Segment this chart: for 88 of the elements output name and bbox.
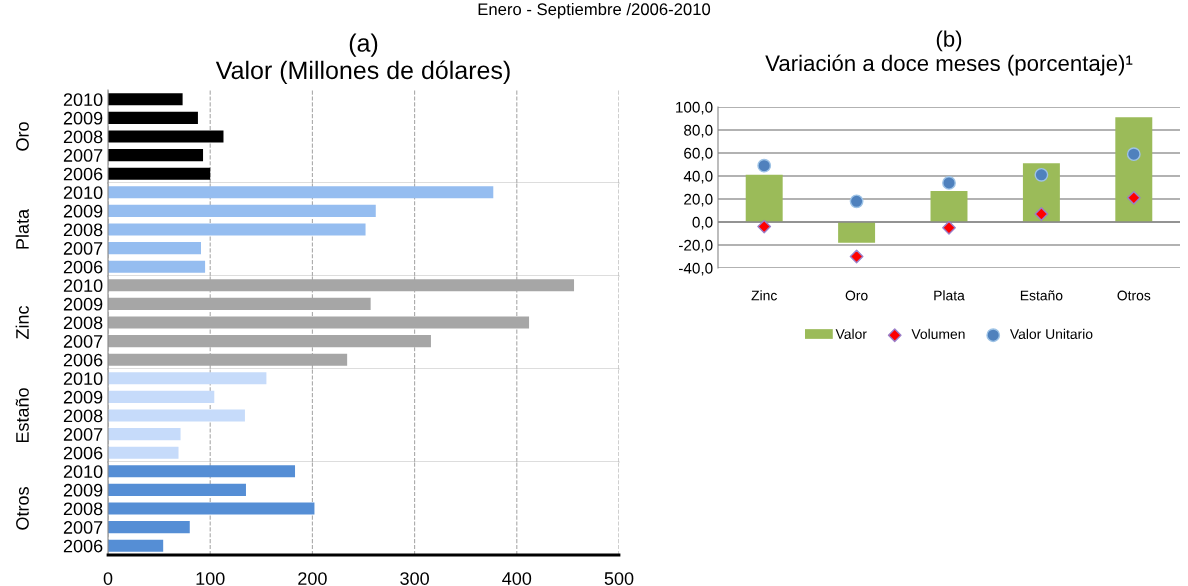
x-tick-label: 0 [103, 572, 113, 585]
bar [108, 446, 179, 459]
legend-label: Valor Unitario [1009, 328, 1093, 339]
y-tick-label: 2007 [63, 521, 103, 534]
bar [108, 390, 215, 403]
y-tick-label: 2008 [63, 502, 103, 516]
text: Enero - Septiembre /2006-2010 [478, 2, 711, 19]
x-tick-label: 300 [400, 572, 429, 585]
bar [108, 204, 376, 217]
y-axis-title: Estaño [15, 388, 29, 443]
y-tick-label: 20,0 [684, 193, 713, 207]
bar [108, 483, 246, 496]
y-tick-label: 2006 [63, 446, 103, 460]
bar [108, 521, 190, 534]
y-axis-title: Plata [15, 208, 29, 249]
bar [108, 242, 201, 255]
y-tick-label: 2007 [63, 428, 103, 441]
point [942, 175, 956, 190]
x-tick-label: Oro [845, 290, 868, 301]
bar [108, 130, 224, 143]
x-tick-label: Estaño [1020, 290, 1063, 301]
y-tick-label: 2006 [63, 539, 103, 553]
y-tick-label: 2009 [63, 204, 103, 218]
y-axis-title: Otros [16, 487, 29, 530]
x-tick-label: 100 [196, 572, 225, 585]
point [1034, 167, 1049, 182]
bar [108, 372, 267, 385]
point [849, 194, 864, 209]
x-tick-label: Plata [934, 290, 965, 301]
y-tick-label: 80,0 [684, 124, 713, 138]
point [757, 219, 772, 234]
bar [108, 502, 315, 515]
point [1034, 207, 1049, 221]
y-tick-label: 2006 [63, 260, 103, 274]
point [1126, 147, 1141, 162]
y-axis-title: Oro [16, 122, 29, 151]
legend-label: Valor [835, 328, 867, 339]
point [1126, 190, 1141, 205]
bar [108, 111, 198, 124]
x-tick-label: 400 [502, 572, 532, 585]
point [849, 249, 864, 264]
bar [108, 428, 181, 441]
bar [108, 186, 494, 199]
point [757, 158, 772, 173]
bar [838, 222, 876, 243]
point [942, 220, 956, 235]
chart-title: (a) Valor (Millones de dólares) [215, 33, 510, 85]
bar [108, 465, 296, 478]
y-tick-label: -20,0 [679, 239, 713, 253]
bar [745, 174, 783, 222]
y-tick-label: 2010 [63, 279, 103, 293]
bar [108, 149, 204, 162]
bar [108, 539, 164, 552]
bar [108, 93, 183, 106]
y-tick-label: 2010 [63, 93, 103, 107]
y-tick-label: 60,0 [684, 147, 713, 161]
bar [108, 167, 211, 180]
bar [108, 223, 366, 236]
y-tick-label: 100,0 [676, 101, 713, 115]
legend-label: Volumen [911, 328, 965, 339]
y-tick-label: 2008 [63, 409, 103, 423]
y-tick-label: 2006 [63, 353, 103, 367]
y-tick-label: 2008 [63, 223, 103, 237]
x-tick-label: 200 [298, 572, 327, 585]
y-tick-label: 2010 [63, 372, 103, 386]
y-tick-label: 2009 [63, 390, 103, 404]
x-tick-label: Zinc [751, 290, 777, 301]
y-tick-label: 2009 [63, 483, 103, 497]
y-tick-label: 2010 [63, 465, 103, 479]
y-tick-label: 2009 [63, 297, 103, 311]
y-tick-label: 2007 [63, 335, 103, 348]
y-tick-label: 0,0 [692, 216, 713, 230]
y-tick-label: 2007 [63, 242, 103, 255]
y-tick-label: -40,0 [679, 262, 713, 276]
chart-title: (b) Variación a doce meses (porcentaje)¹ [765, 30, 1133, 76]
y-tick-label: 2008 [63, 316, 103, 330]
y-tick-label: 2009 [63, 111, 103, 125]
bar [108, 409, 245, 422]
x-tick-label: 500 [604, 572, 634, 585]
y-tick-label: 2006 [63, 167, 103, 181]
bar [1115, 117, 1153, 222]
x-tick-label: Otros [1117, 290, 1151, 301]
bar [930, 190, 968, 222]
y-tick-label: 40,0 [683, 170, 713, 184]
y-tick-label: 2010 [63, 186, 103, 200]
bar [108, 260, 206, 273]
y-tick-label: 2007 [63, 149, 103, 162]
y-tick-label: 2008 [63, 130, 103, 144]
